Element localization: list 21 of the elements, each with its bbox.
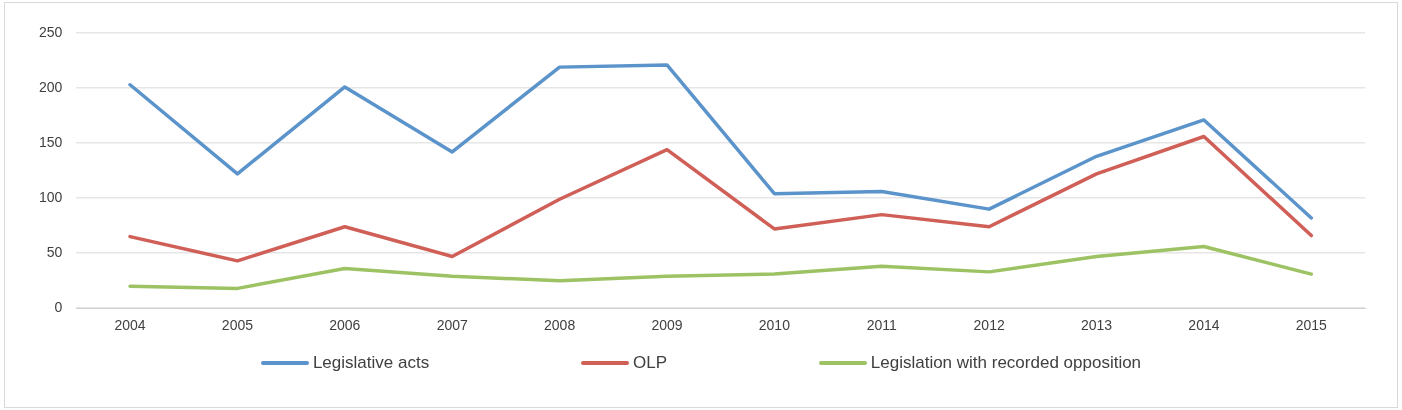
y-tick-label: 0	[54, 299, 63, 316]
x-tick-label: 2012	[973, 317, 1005, 334]
x-tick-label: 2006	[329, 317, 361, 334]
y-tick-label: 100	[39, 188, 63, 205]
y-tick-label: 250	[39, 23, 63, 40]
x-tick-label: 2009	[651, 317, 683, 334]
legend-label: Legislation with recorded opposition	[870, 353, 1142, 373]
x-tick-label: 2010	[758, 317, 791, 334]
legend-label: OLP	[632, 353, 667, 373]
x-tick-label: 2014	[1188, 317, 1220, 334]
y-tick-label: 50	[46, 244, 63, 261]
x-tick-label: 2007	[436, 317, 468, 334]
y-tick-label: 150	[39, 133, 63, 150]
x-tick-label: 2013	[1080, 317, 1113, 334]
y-tick-label: 200	[39, 78, 63, 95]
x-tick-label: 2015	[1295, 317, 1328, 334]
x-tick-label: 2005	[221, 317, 254, 334]
x-tick-label: 2011	[866, 317, 898, 334]
x-tick-label: 2004	[114, 317, 146, 334]
x-tick-label: 2008	[544, 317, 576, 334]
legend-label: Legislative acts	[312, 353, 430, 373]
